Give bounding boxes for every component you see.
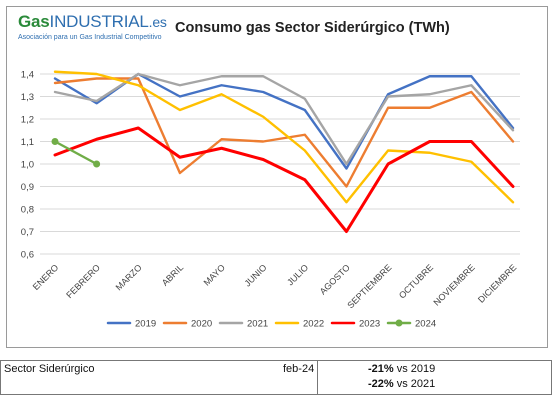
- data-point-2024: [51, 138, 59, 145]
- series-2023: [53, 126, 515, 233]
- legend-entry-2020: 2020: [162, 319, 212, 330]
- y-tick-label: 1,2: [21, 115, 34, 126]
- gasindustrial-logo: GasINDUSTRIAL.es Asociación para un Gas …: [18, 12, 178, 52]
- x-tick-label: JUNIO: [242, 262, 268, 288]
- y-tick-label: 1,4: [21, 70, 34, 81]
- x-tick-label: DICIEMBRE: [476, 262, 518, 304]
- x-tick-label: MAYO: [202, 262, 227, 287]
- legend-label: 2019: [135, 319, 156, 330]
- x-tick-label: ABRIL: [160, 262, 185, 287]
- x-axis-ticks: ENERO FEBRERO MARZO ABRIL MAYO JUNIO JULIO AGOS…: [31, 262, 519, 310]
- logo-industrial-text: INDUSTRIAL: [49, 12, 149, 31]
- chart-frame: [6, 6, 548, 348]
- x-tick-label: NOVIEMBRE: [432, 262, 477, 307]
- y-tick-label: 1,0: [21, 160, 34, 171]
- y-tick-label: 0,6: [21, 250, 34, 261]
- summary-vs-2019: vs 2019: [393, 363, 436, 375]
- summary-period: feb-24: [283, 363, 315, 375]
- summary-comparison-2019: -21% vs 2019: [368, 363, 435, 375]
- y-tick-label: 1,1: [21, 137, 34, 148]
- legend-label: 2020: [191, 319, 212, 330]
- logo-gas-text: Gas: [18, 12, 50, 31]
- summary-divider: [317, 361, 318, 394]
- x-tick-label: ENERO: [31, 262, 61, 292]
- series-2024: [51, 138, 101, 168]
- legend-entry-2023: 2023: [330, 319, 380, 330]
- x-tick-label: AGOSTO: [318, 262, 352, 296]
- x-tick-label: JULIO: [285, 262, 310, 287]
- x-tick-label: OCTUBRE: [397, 262, 435, 300]
- summary-pct-2019: -21%: [368, 363, 394, 375]
- y-axis-ticks: 0,6 0,7 0,8 0,9 1,0 1,1 1,2 1,3 1,4: [21, 70, 34, 261]
- logo-es-text: .es: [148, 14, 167, 30]
- series-line-2023: [53, 126, 515, 233]
- series-2022: [53, 70, 515, 204]
- legend: 2019 2020 2021 2022 2023 2024: [106, 319, 436, 330]
- summary-table: Sector Siderúrgico feb-24 -21% vs 2019 -…: [0, 360, 552, 395]
- x-tick-label: FEBRERO: [64, 262, 102, 300]
- legend-label: 2023: [359, 319, 380, 330]
- series-line-2021: [53, 72, 515, 166]
- gridlines: [40, 73, 520, 255]
- legend-marker: [395, 319, 403, 327]
- legend-label: 2022: [303, 319, 324, 330]
- x-tick-label: MARZO: [114, 262, 144, 292]
- chart-title: Consumo gas Sector Siderúrgico (TWh): [175, 20, 450, 36]
- legend-label: 2024: [415, 319, 436, 330]
- summary-vs-2021: vs 2021: [393, 378, 436, 390]
- legend-label: 2021: [247, 319, 268, 330]
- y-tick-label: 0,7: [21, 227, 34, 238]
- series-line-2022: [53, 70, 515, 204]
- legend-entry-2021: 2021: [218, 319, 268, 330]
- logo-wordmark: GasINDUSTRIAL.es: [18, 12, 167, 32]
- series-2021: [53, 72, 515, 166]
- x-tick-label: SEPTIEMBRE: [345, 262, 393, 310]
- series-lines: [51, 70, 515, 233]
- summary-sector-label: Sector Siderúrgico: [4, 363, 95, 375]
- y-tick-label: 1,3: [21, 92, 34, 103]
- legend-entry-2019: 2019: [106, 319, 156, 330]
- summary-pct-2021: -22%: [368, 378, 394, 390]
- line-chart: 0,6 0,7 0,8 0,9 1,0 1,1 1,2 1,3 1,4 ENERO FEBRERO…: [21, 70, 520, 330]
- data-point-2024: [93, 160, 101, 168]
- y-tick-label: 0,8: [21, 205, 34, 216]
- legend-entry-2024: 2024: [386, 319, 436, 330]
- series-line-2024: [53, 140, 98, 166]
- y-tick-label: 0,9: [21, 182, 34, 193]
- summary-comparison-2021: -22% vs 2021: [368, 378, 435, 390]
- logo-subtitle: Asociación para un Gas Industrial Compet…: [18, 34, 162, 41]
- legend-entry-2022: 2022: [274, 319, 324, 330]
